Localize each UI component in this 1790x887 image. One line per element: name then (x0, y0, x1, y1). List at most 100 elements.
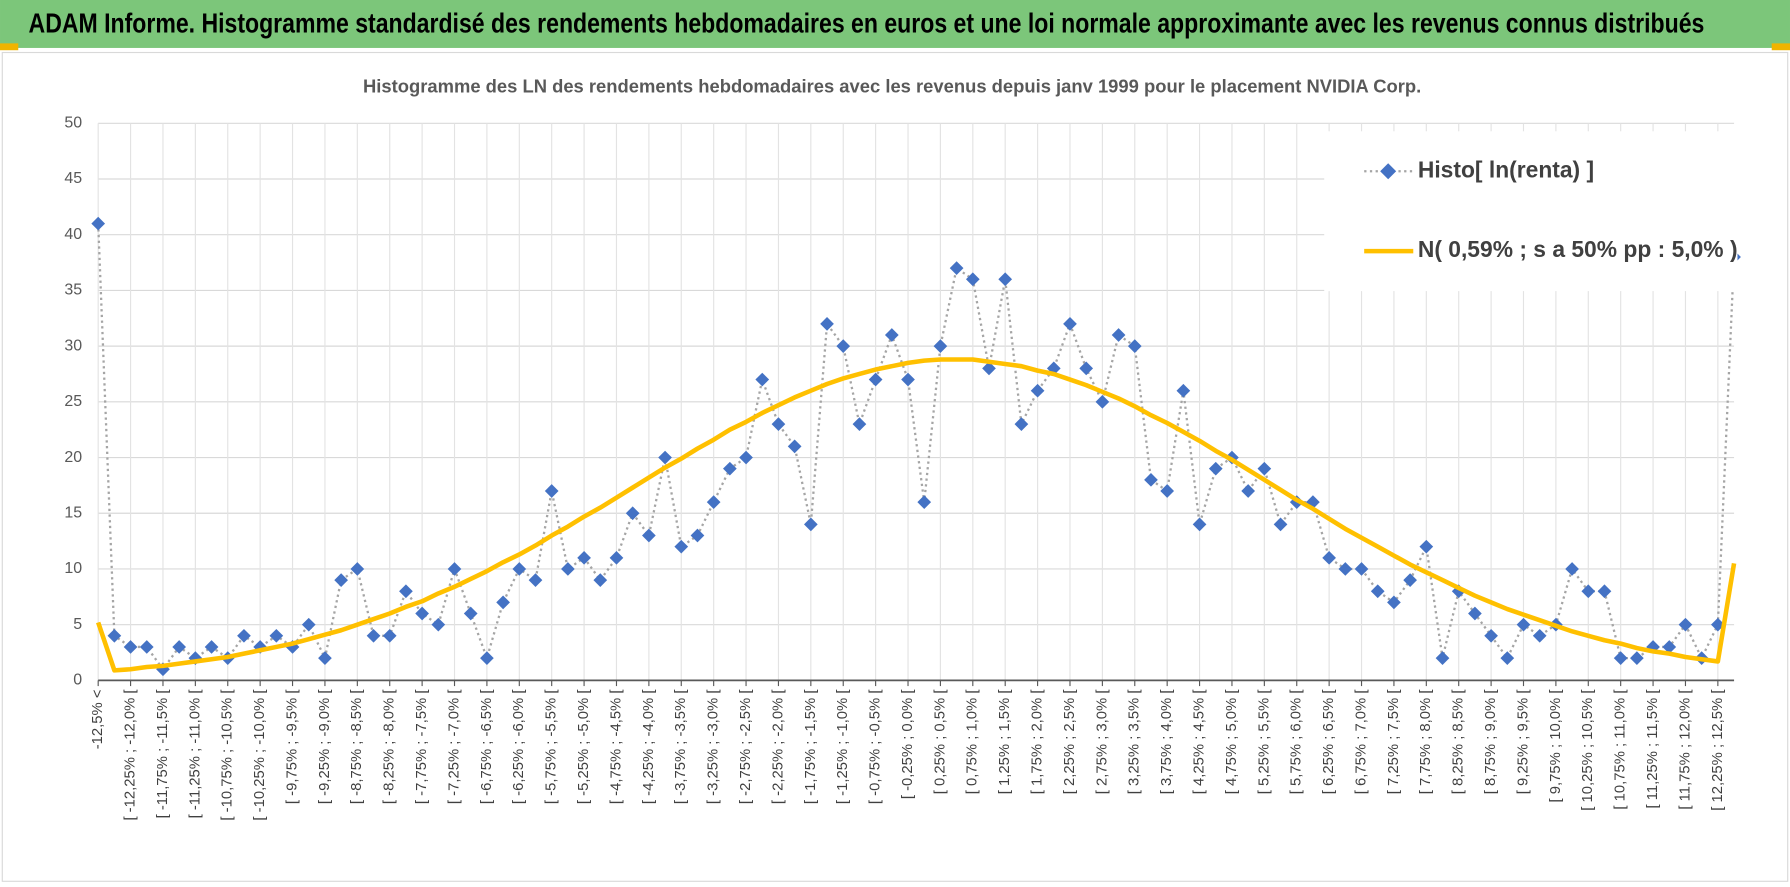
data-point (949, 261, 964, 275)
data-point (91, 216, 106, 231)
x-tick-label: [ 6,25% ; 6,5% [ (1321, 690, 1337, 795)
data-point (269, 628, 284, 643)
legend-label: N( 0,59% ; s a 50% pp : 5,0% ) (1418, 236, 1738, 262)
data-point (1111, 328, 1126, 342)
x-tick-label: [ 0,75% ; 1,0% [ (965, 690, 981, 795)
x-tick-label: [ -6,75% ; -6,5% [ (479, 690, 495, 805)
x-tick-label: [ 5,75% ; 6,0% [ (1289, 690, 1305, 795)
data-point (884, 328, 899, 342)
x-tick-label: [ -6,25% ; -6,0% [ (511, 690, 527, 805)
y-tick-label: 35 (64, 282, 82, 299)
x-tick-label: [ 10,75% ; 11,0% [ (1613, 690, 1629, 810)
y-tick-label: 50 (64, 115, 82, 132)
data-point (723, 461, 737, 476)
data-point (1257, 461, 1272, 476)
data-point (1662, 640, 1677, 654)
x-tick-label: [ -3,25% ; -3,0% [ (706, 690, 722, 805)
y-tick-label: 40 (64, 226, 82, 243)
data-point (1014, 417, 1029, 431)
data-point (820, 316, 834, 331)
data-point (1322, 550, 1336, 565)
x-tick-label: [ -4,75% ; -4,5% [ (608, 690, 624, 805)
x-tick-label: [ -1,25% ; -1,0% [ (835, 690, 851, 805)
legend-box (1324, 131, 1738, 292)
x-tick-label: [ -1,75% ; -1,5% [ (803, 690, 819, 805)
data-point (334, 573, 348, 587)
data-point (123, 640, 138, 654)
data-point (204, 640, 219, 654)
x-tick-label: [ 8,75% ; 9,0% [ (1483, 690, 1499, 795)
x-tick-label: [ -11,75% ; -11,5% [ (155, 690, 171, 819)
y-tick-label: 20 (64, 449, 82, 466)
x-tick-label: [ -2,75% ; -2,5% [ (738, 690, 754, 805)
x-tick-label: [ 4,75% ; 5,0% [ (1224, 690, 1240, 795)
x-tick-label: [ -8,25% ; -8,0% [ (382, 690, 398, 805)
y-tick-label: 15 (64, 504, 82, 521)
x-tick-label: [ 7,25% ; 7,5% [ (1386, 690, 1402, 795)
x-tick-label: [ 6,75% ; 7,0% [ (1353, 690, 1369, 795)
corner-mark (0, 43, 19, 51)
x-tick-label: [ -8,75% ; -8,5% [ (349, 690, 365, 805)
data-point (1176, 383, 1191, 398)
x-tick-label: [ -3,75% ; -3,5% [ (673, 690, 689, 805)
x-tick-label: [ 4,25% ; 4,5% [ (1191, 690, 1207, 795)
x-tick-label: [ 3,25% ; 3,5% [ (1127, 690, 1143, 795)
data-point (658, 450, 672, 465)
x-tick-label: [ 5,25% ; 5,5% [ (1256, 690, 1272, 795)
data-point (107, 628, 122, 643)
data-point (787, 439, 802, 454)
x-tick-label: [ -12,25% ; -12,0% [ (122, 690, 138, 821)
x-tick-label: [ 2,25% ; 2,5% [ (1062, 690, 1078, 795)
x-tick-label: [ 2,75% ; 3,0% [ (1094, 690, 1110, 795)
banner (0, 0, 1790, 48)
banner-title: ADAM Informe. Histogramme standardisé de… (29, 7, 1705, 38)
x-tick-label: [ -11,25% ; -11,0% [ (187, 690, 203, 819)
x-tick-label: [ 1,75% ; 2,0% [ (1030, 690, 1046, 795)
chart-title: Histogramme des LN des rendements hebdom… (363, 76, 1421, 97)
x-tick-label: [ 11,25% ; 11,5% [ (1645, 690, 1661, 809)
data-point (561, 562, 575, 576)
data-point (1079, 361, 1094, 376)
x-tick-label: [ 8,25% ; 8,5% [ (1451, 690, 1467, 795)
data-point (1532, 628, 1547, 643)
data-point (1273, 517, 1288, 532)
x-tick-label: [ -7,75% ; -7,5% [ (414, 690, 430, 805)
x-tick-label: [ -7,25% ; -7,0% [ (446, 690, 462, 805)
x-tick-label: [ 1,25% ; 1,5% [ (997, 690, 1013, 795)
data-point (1208, 461, 1223, 476)
x-tick-label: [ -2,25% ; -2,0% [ (770, 690, 786, 805)
data-point (172, 640, 187, 654)
x-tick-label: [ -10,75% ; -10,5% [ (220, 690, 236, 821)
x-tick-label: [ 7,75% ; 8,0% [ (1418, 690, 1434, 795)
data-point (1403, 573, 1417, 587)
data-point (1144, 472, 1158, 487)
x-tick-label: [ -4,25% ; -4,0% [ (641, 690, 657, 805)
data-point (577, 550, 591, 565)
data-point (1484, 628, 1498, 643)
x-tick-label: [ -9,25% ; -9,0% [ (317, 690, 333, 805)
x-tick-label: [ 10,25% ; 10,5% [ (1580, 690, 1596, 811)
x-tick-label: [ -10,25% ; -10,0% [ (252, 690, 268, 821)
x-tick-label: [ -0,25% ; 0,0% [ (900, 690, 916, 800)
x-tick-label: [ -9,75% ; -9,5% [ (284, 690, 300, 805)
legend-marker (1380, 163, 1397, 180)
data-point (366, 628, 381, 643)
y-tick-label: 0 (73, 672, 82, 689)
x-tick-label: [ -5,75% ; -5,5% [ (544, 690, 560, 805)
x-tick-label: [ -5,25% ; -5,0% [ (576, 690, 592, 805)
x-tick-label: [ 9,25% ; 9,5% [ (1515, 690, 1531, 795)
x-tick-label: -12,5% < (90, 690, 106, 750)
series-line (96, 357, 1737, 673)
y-tick-label: 25 (64, 393, 82, 410)
x-tick-label: [ -0,75% ; -0,5% [ (868, 690, 884, 805)
data-point (982, 361, 996, 376)
data-point (852, 417, 867, 431)
data-point (917, 495, 932, 509)
legend-label: Histo[ ln(renta) ] (1418, 156, 1594, 182)
data-point (382, 628, 397, 643)
y-tick-label: 5 (73, 616, 82, 633)
x-tick-label: [ 0,25% ; 0,5% [ (932, 690, 948, 795)
data-point (237, 628, 251, 643)
